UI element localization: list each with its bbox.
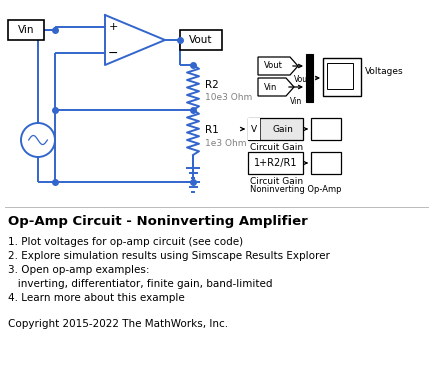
Text: 4. Learn more about this example: 4. Learn more about this example xyxy=(8,293,185,303)
Bar xyxy=(311,118,341,140)
Polygon shape xyxy=(258,78,294,96)
Bar xyxy=(311,152,341,174)
Bar xyxy=(248,118,260,140)
Text: +: + xyxy=(108,22,118,32)
Polygon shape xyxy=(258,57,298,75)
Text: R2: R2 xyxy=(205,80,219,90)
Text: Vin: Vin xyxy=(18,25,34,35)
Text: 1+R2/R1: 1+R2/R1 xyxy=(254,158,297,168)
Bar xyxy=(180,30,222,50)
Text: 1e3 Ohm: 1e3 Ohm xyxy=(205,138,246,147)
Text: Vout: Vout xyxy=(294,75,311,84)
Bar xyxy=(323,58,361,96)
Text: Voltages: Voltages xyxy=(365,68,404,77)
Text: Circuit Gain: Circuit Gain xyxy=(250,176,303,185)
Bar xyxy=(248,152,303,174)
Text: Vin: Vin xyxy=(264,83,278,91)
Text: Vout: Vout xyxy=(264,61,283,70)
Text: −: − xyxy=(108,47,118,59)
Bar xyxy=(327,63,353,89)
Bar xyxy=(248,118,303,140)
Text: 1. Plot voltages for op-amp circuit (see code): 1. Plot voltages for op-amp circuit (see… xyxy=(8,237,243,247)
Text: V: V xyxy=(251,124,257,133)
Text: Vin: Vin xyxy=(290,97,302,106)
Text: 3. Open op-amp examples:: 3. Open op-amp examples: xyxy=(8,265,149,275)
Text: R1: R1 xyxy=(205,125,219,135)
Text: Op-Amp Circuit - Noninverting Amplifier: Op-Amp Circuit - Noninverting Amplifier xyxy=(8,215,308,228)
Text: inverting, differentiator, finite gain, band-limited: inverting, differentiator, finite gain, … xyxy=(8,279,272,289)
Text: Copyright 2015-2022 The MathWorks, Inc.: Copyright 2015-2022 The MathWorks, Inc. xyxy=(8,319,228,329)
Text: 10e3 Ohm: 10e3 Ohm xyxy=(205,93,252,102)
Text: Vout: Vout xyxy=(189,35,213,45)
Text: Gain: Gain xyxy=(272,124,294,133)
Text: 2. Explore simulation results using Simscape Results Explorer: 2. Explore simulation results using Sims… xyxy=(8,251,330,261)
Circle shape xyxy=(21,123,55,157)
Bar xyxy=(306,54,313,102)
Bar xyxy=(8,20,44,40)
Text: Circuit Gain: Circuit Gain xyxy=(250,142,303,151)
Text: Noninverting Op-Amp: Noninverting Op-Amp xyxy=(250,185,342,194)
